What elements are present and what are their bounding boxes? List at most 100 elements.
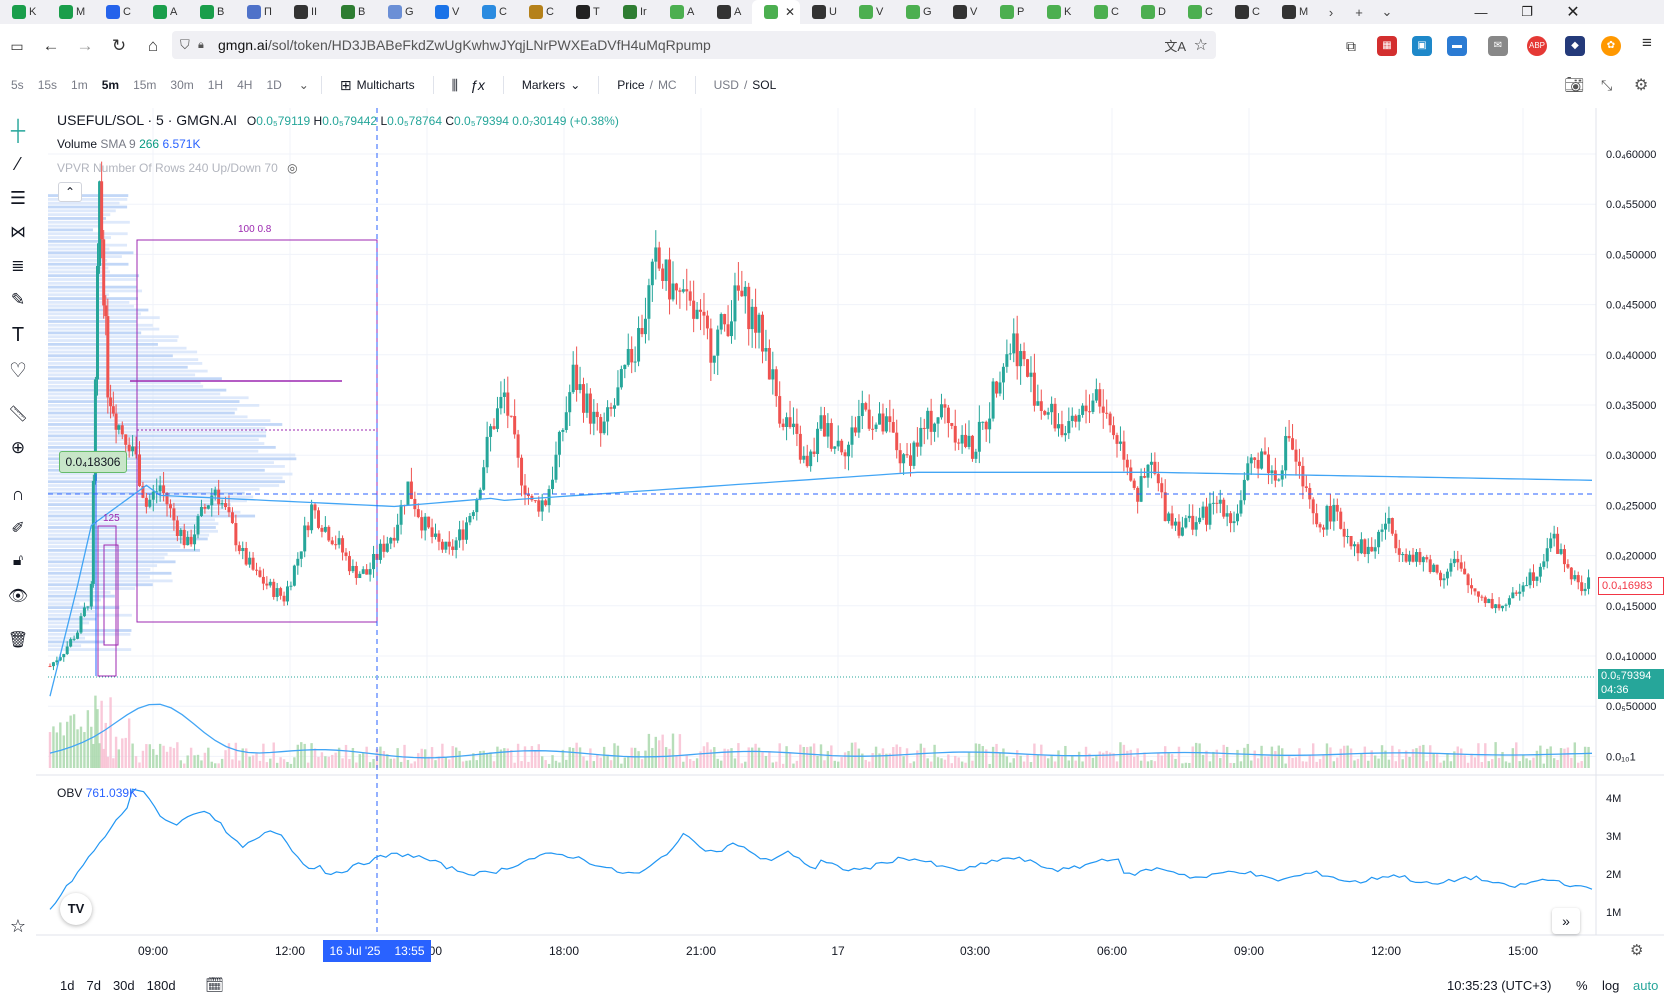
text-tool-icon[interactable]: T [7, 324, 29, 346]
tab-list-icon[interactable]: ⌄ [1373, 4, 1401, 20]
extension-1-icon[interactable]: ▦ [1377, 36, 1397, 56]
extension-3-icon[interactable]: ▬ [1447, 36, 1467, 56]
browser-tab[interactable]: T [564, 0, 611, 24]
scroll-to-latest-icon[interactable]: » [1552, 908, 1580, 934]
timeframe-15m[interactable]: 15m [126, 78, 163, 92]
browser-tab[interactable]: C [517, 0, 564, 24]
tab-scroll-icon[interactable]: › [1317, 5, 1345, 20]
bookmark-star-icon[interactable]: ☆ [1194, 35, 1208, 55]
timeframe-15s[interactable]: 15s [31, 78, 64, 92]
trend-line-icon[interactable]: ⁄ [7, 154, 29, 176]
browser-tab[interactable]: M [1270, 0, 1317, 24]
browser-tab[interactable]: A [141, 0, 188, 24]
browser-tab[interactable]: ✕ [752, 0, 800, 24]
browser-tab[interactable]: V [847, 0, 894, 24]
forward-icon[interactable]: → [68, 31, 102, 61]
pattern-icon[interactable]: ⋈ [7, 222, 29, 244]
browser-tab[interactable]: A [658, 0, 705, 24]
currency-toggle[interactable]: USD / SOL [708, 78, 783, 92]
timeframe-1h[interactable]: 1H [201, 78, 230, 92]
favorites-star-icon[interactable]: ☆ [7, 916, 29, 938]
browser-tab[interactable]: G [376, 0, 423, 24]
translate-icon[interactable]: 文A [1164, 36, 1186, 55]
camera-icon[interactable]: 📷︎ [1564, 75, 1584, 95]
markers-button[interactable]: Markers ⌄ [516, 78, 586, 92]
adblock-icon[interactable]: ABP [1527, 36, 1547, 56]
browser-tab[interactable]: Ir [611, 0, 658, 24]
crosshair-icon[interactable]: ┼ [7, 120, 29, 142]
brush-icon[interactable]: ✎ [7, 290, 29, 312]
price-mc-toggle[interactable]: Price / MC [611, 78, 682, 92]
browser-tab[interactable]: B [329, 0, 376, 24]
restore-icon[interactable]: ❐ [1504, 0, 1550, 24]
range-7d[interactable]: 7d [86, 978, 100, 993]
timeframe-4h[interactable]: 4H [230, 78, 259, 92]
timeframe-30m[interactable]: 30m [163, 78, 200, 92]
close-tab-icon[interactable]: ✕ [785, 5, 795, 19]
multicharts-button[interactable]: ⊞ Multicharts [334, 77, 421, 94]
tradingview-logo-icon[interactable]: TV [60, 893, 92, 925]
browser-tab[interactable]: P [988, 0, 1035, 24]
sidebar-toggle-icon[interactable]: ▭ [0, 31, 34, 61]
extension-6-icon[interactable]: ◆ [1565, 36, 1585, 56]
horizontal-lines-icon[interactable]: ☰ [7, 188, 29, 210]
browser-tab[interactable]: B [188, 0, 235, 24]
close-window-icon[interactable]: ✕ [1550, 0, 1596, 24]
address-bar[interactable]: ⛉ 🔒︎ gmgn.ai/sol/token/HD3JBABeFkdZwUgKw… [172, 31, 1216, 59]
symbol-title[interactable]: USEFUL/SOL · 5 · GMGN.AI [57, 112, 237, 128]
range-180d[interactable]: 180d [147, 978, 176, 993]
ruler-icon[interactable]: 📏︎ [7, 404, 29, 426]
browser-tab[interactable]: V [423, 0, 470, 24]
extensions-icon[interactable]: ⧉ [1334, 31, 1368, 61]
range-30d[interactable]: 30d [113, 978, 135, 993]
browser-tab[interactable]: K [1035, 0, 1082, 24]
range-1d[interactable]: 1d [60, 978, 74, 993]
timeframe-5s[interactable]: 5s [4, 78, 31, 92]
browser-tab[interactable]: G [894, 0, 941, 24]
home-icon[interactable]: ⌂ [136, 31, 170, 61]
browser-tab[interactable]: П [235, 0, 282, 24]
pencil-lock-icon[interactable]: ✐ [7, 518, 29, 540]
back-icon[interactable]: ← [34, 31, 68, 61]
new-tab-icon[interactable]: + [1345, 5, 1373, 20]
extension-2-icon[interactable]: ▣ [1412, 36, 1432, 56]
fib-icon[interactable]: ≣ [7, 256, 29, 278]
trash-icon[interactable]: 🗑︎ [7, 630, 29, 652]
heart-icon[interactable]: ♡ [7, 358, 29, 380]
extension-7-icon[interactable]: ✿ [1601, 36, 1621, 56]
extension-4-icon[interactable]: ✉ [1488, 36, 1508, 56]
eye-icon[interactable]: 👁︎ [7, 586, 29, 608]
browser-tab[interactable]: A [705, 0, 752, 24]
browser-tab[interactable]: M [47, 0, 94, 24]
zoom-in-icon[interactable]: ⊕ [7, 438, 29, 460]
indicators-icon[interactable]: ƒx [464, 77, 491, 93]
reload-icon[interactable]: ↻ [102, 31, 136, 61]
compare-icon[interactable]: ⫼ [446, 77, 464, 94]
menu-icon[interactable]: ≡ [1630, 28, 1664, 58]
fullscreen-icon[interactable]: ⤡ [1601, 77, 1612, 94]
axis-settings-icon[interactable]: ⚙ [1630, 941, 1643, 959]
browser-tab[interactable]: C [94, 0, 141, 24]
timeframe-dropdown-icon[interactable]: ⌄ [299, 78, 309, 92]
browser-tab[interactable]: C [470, 0, 517, 24]
timeframe-5m[interactable]: 5m [95, 78, 126, 92]
browser-tab[interactable]: C [1176, 0, 1223, 24]
collapse-legend-button[interactable]: ⌃ [58, 182, 82, 202]
log-toggle[interactable]: log [1602, 978, 1619, 993]
clock[interactable]: 10:35:23 (UTC+3) [1447, 978, 1551, 993]
lock-icon[interactable]: 🔓︎ [7, 552, 29, 574]
browser-tab[interactable]: C [1082, 0, 1129, 24]
magnet-icon[interactable]: ∩ [7, 484, 29, 506]
percent-toggle[interactable]: % [1576, 978, 1588, 993]
browser-tab[interactable]: II [282, 0, 329, 24]
eye-off-icon[interactable]: ◎ [287, 161, 297, 175]
timeframe-1m[interactable]: 1m [64, 78, 95, 92]
auto-toggle[interactable]: auto [1633, 978, 1658, 993]
browser-tab[interactable]: C [1223, 0, 1270, 24]
calendar-range-icon[interactable]: 🗓︎ [205, 976, 224, 994]
browser-tab[interactable]: U [800, 0, 847, 24]
browser-tab[interactable]: V [941, 0, 988, 24]
timeframe-1d[interactable]: 1D [259, 78, 288, 92]
settings-gear-icon[interactable]: ⚙ [1634, 75, 1648, 95]
